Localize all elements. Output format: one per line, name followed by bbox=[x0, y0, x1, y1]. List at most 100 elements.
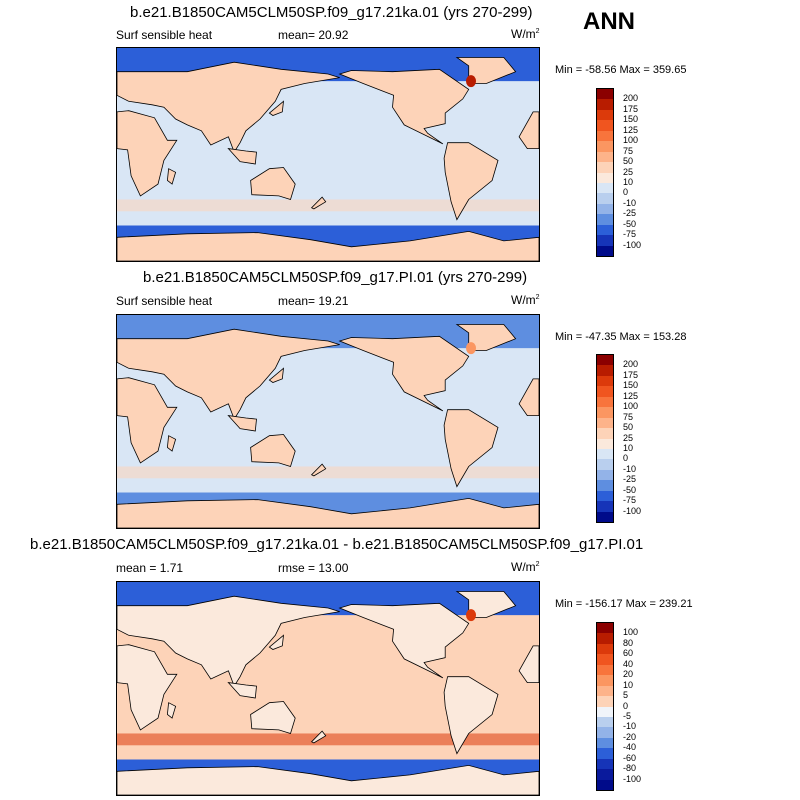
colorbar-swatch bbox=[597, 141, 613, 152]
colorbar-swatch bbox=[597, 193, 613, 204]
colorbar-swatch bbox=[597, 685, 613, 697]
colorbar-tick-label: 175 bbox=[623, 103, 639, 114]
continent-outline bbox=[268, 634, 285, 650]
panel-3-mean-label: mean = 1.71 bbox=[116, 561, 184, 575]
colorbar-tick-label: -25 bbox=[623, 208, 637, 219]
continent-outline bbox=[268, 100, 285, 116]
colorbar-tick-label: -5 bbox=[623, 710, 632, 721]
colorbar-tick-label: -80 bbox=[623, 763, 637, 774]
continent-outline bbox=[310, 463, 327, 477]
colorbar-tick-label: -50 bbox=[623, 218, 637, 229]
continent-outline bbox=[338, 602, 470, 679]
continent-outline bbox=[250, 167, 296, 201]
panel-1-map bbox=[116, 47, 540, 262]
continent-outline bbox=[250, 701, 296, 735]
colorbar-tick-label: 150 bbox=[623, 380, 639, 391]
colorbar-tick-label: 100 bbox=[623, 135, 639, 146]
panel-3-title: b.e21.B1850CAM5CLM50SP.f09_g17.21ka.01 -… bbox=[30, 536, 644, 553]
colorbar-swatch bbox=[597, 162, 613, 173]
continent-outline bbox=[117, 110, 178, 197]
panel-1-mean-label: mean= 20.92 bbox=[278, 28, 349, 42]
continent-outline bbox=[227, 415, 257, 432]
panel-3-minmax: Min = -156.17 Max = 239.21 bbox=[555, 598, 693, 610]
colorbar-swatch bbox=[597, 172, 613, 183]
colorbar-tick-label: 75 bbox=[623, 411, 634, 422]
colorbar-tick-label: -75 bbox=[623, 495, 637, 506]
colorbar-swatch bbox=[597, 224, 613, 236]
midlatitude-storm-track-band bbox=[117, 466, 539, 479]
colorbar-tick-label: 50 bbox=[623, 422, 634, 433]
continent-outline bbox=[443, 409, 499, 488]
colorbar-swatch bbox=[597, 203, 613, 215]
colorbar-tick-label: 100 bbox=[623, 401, 639, 412]
colorbar-swatch bbox=[597, 109, 613, 121]
panel-2-mean-label: mean= 19.21 bbox=[278, 294, 349, 308]
continent-outline bbox=[338, 335, 470, 412]
panel-2-minmax: Min = -47.35 Max = 153.28 bbox=[555, 331, 687, 343]
panel-3-colorbar bbox=[596, 622, 614, 791]
colorbar-swatch bbox=[597, 737, 613, 749]
colorbar-swatch bbox=[597, 448, 613, 460]
colorbar-swatch bbox=[597, 182, 613, 194]
colorbar-tick-label: 10 bbox=[623, 442, 634, 453]
panel-1-units: W/m2 bbox=[511, 27, 540, 41]
colorbar-swatch bbox=[597, 120, 613, 131]
continent-outline bbox=[117, 61, 340, 153]
labrador-sea-hotspot bbox=[466, 609, 477, 622]
colorbar-swatch bbox=[597, 355, 613, 366]
colorbar-tick-label: 60 bbox=[623, 648, 634, 659]
continent-outline bbox=[117, 644, 178, 731]
colorbar-tick-label: 40 bbox=[623, 658, 634, 669]
colorbar-swatch bbox=[597, 727, 613, 738]
continent-outline bbox=[518, 378, 539, 416]
colorbar-tick-label: 20 bbox=[623, 669, 634, 680]
continent-outline bbox=[338, 68, 470, 145]
labrador-sea-hotspot bbox=[466, 75, 477, 88]
colorbar-tick-label: 200 bbox=[623, 93, 639, 104]
continent-outline bbox=[250, 434, 296, 468]
colorbar-tick-label: 150 bbox=[623, 114, 639, 125]
continent-outline bbox=[117, 595, 340, 687]
colorbar-tick-label: 0 bbox=[623, 187, 629, 198]
continent-outline bbox=[117, 497, 539, 528]
colorbar-swatch bbox=[597, 386, 613, 397]
colorbar-swatch bbox=[597, 417, 613, 429]
colorbar-tick-label: 80 bbox=[623, 637, 634, 648]
colorbar-tick-label: 125 bbox=[623, 390, 639, 401]
panel-1-colorbar bbox=[596, 88, 614, 257]
labrador-sea-hotspot bbox=[466, 342, 477, 355]
colorbar-swatch bbox=[597, 99, 613, 110]
colorbar-tick-label: 0 bbox=[623, 453, 629, 464]
panel-2-units: W/m2 bbox=[511, 293, 540, 307]
continent-outline bbox=[117, 764, 539, 795]
colorbar-tick-label: -40 bbox=[623, 742, 637, 753]
colorbar-tick-label: 10 bbox=[623, 176, 634, 187]
colorbar-tick-label: -10 bbox=[623, 463, 637, 474]
colorbar-swatch bbox=[597, 758, 613, 770]
continent-outline bbox=[518, 111, 539, 149]
continent-outline bbox=[443, 676, 499, 755]
colorbar-tick-label: 25 bbox=[623, 166, 634, 177]
continent-outline bbox=[518, 645, 539, 683]
midlatitude-storm-track-band bbox=[117, 199, 539, 212]
colorbar-swatch bbox=[597, 664, 613, 676]
panel-2-title: b.e21.B1850CAM5CLM50SP.f09_g17.PI.01 (yr… bbox=[143, 269, 528, 286]
colorbar-tick-label: 200 bbox=[623, 359, 639, 370]
colorbar-tick-label: -60 bbox=[623, 752, 637, 763]
colorbar-tick-label: 75 bbox=[623, 145, 634, 156]
colorbar-swatch bbox=[597, 623, 613, 634]
continent-outline bbox=[117, 328, 340, 420]
panel-1-title: b.e21.B1850CAM5CLM50SP.f09_g17.21ka.01 (… bbox=[130, 4, 533, 21]
colorbar-swatch bbox=[597, 428, 613, 439]
colorbar-swatch bbox=[597, 365, 613, 376]
panel-2-variable-label: Surf sensible heat bbox=[116, 294, 213, 308]
colorbar-tick-label: -100 bbox=[623, 505, 642, 516]
colorbar-swatch bbox=[597, 748, 613, 759]
colorbar-tick-label: -75 bbox=[623, 229, 637, 240]
colorbar-swatch bbox=[597, 245, 613, 256]
continent-outline bbox=[117, 377, 178, 464]
panel-3-units: W/m2 bbox=[511, 560, 540, 574]
colorbar-tick-label: 100 bbox=[623, 627, 639, 638]
colorbar-tick-label: -25 bbox=[623, 474, 637, 485]
colorbar-swatch bbox=[597, 375, 613, 387]
